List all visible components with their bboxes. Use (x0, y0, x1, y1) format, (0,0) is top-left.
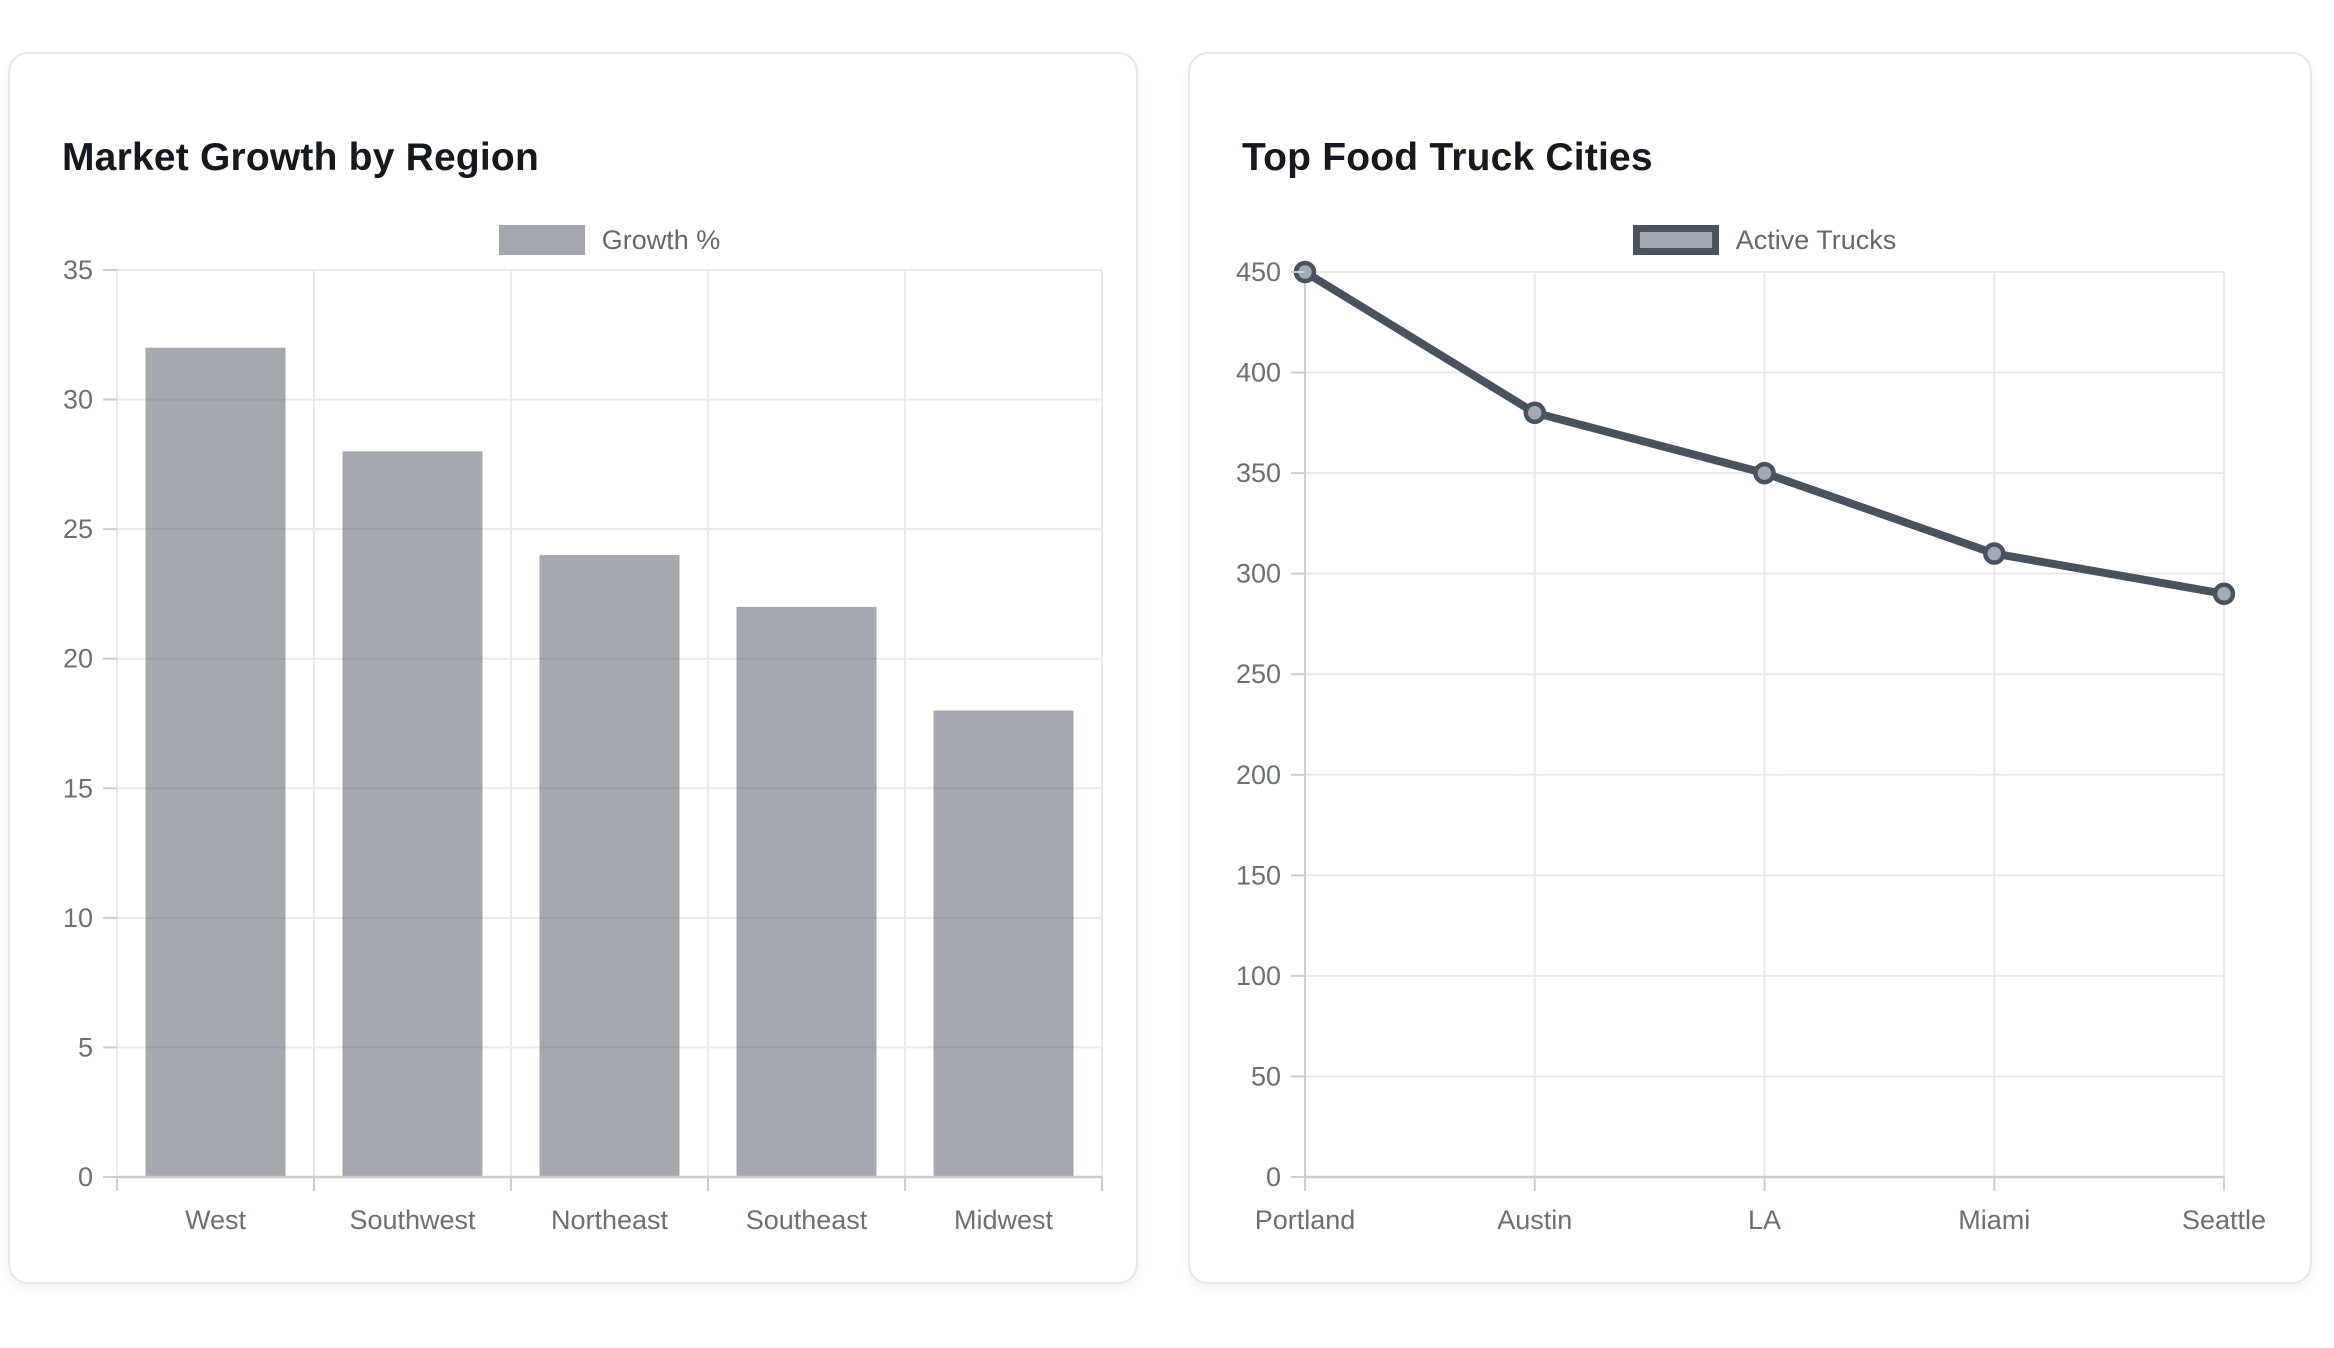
svg-text:250: 250 (1236, 659, 1281, 689)
line-chart-title: Top Food Truck Cities (1242, 136, 1653, 179)
line-chart: 0 50 100 150 200 250 300 350 400 450 Portland Austi… (1236, 257, 2266, 1235)
bar-legend-label: Growth % (601, 225, 721, 255)
svg-text:0: 0 (1266, 1162, 1281, 1192)
svg-text:25: 25 (63, 514, 93, 544)
svg-text:Southeast: Southeast (746, 1205, 868, 1235)
bar-legend-swatch-icon (498, 225, 585, 255)
svg-text:400: 400 (1236, 358, 1281, 388)
svg-text:Miami: Miami (1958, 1205, 2030, 1235)
svg-text:Midwest: Midwest (954, 1205, 1054, 1235)
bar-chart-card: Market Growth by Region Growth % 0 5 10 15 2… (8, 52, 1138, 1284)
line-legend-swatch-icon (1632, 225, 1719, 255)
bar-chart: 0 5 10 15 20 25 30 35 West Southwest Northeast Sout… (63, 255, 1103, 1235)
svg-text:5: 5 (78, 1032, 93, 1062)
svg-text:15: 15 (63, 773, 93, 803)
svg-text:20: 20 (63, 644, 93, 674)
svg-text:Austin: Austin (1497, 1205, 1572, 1235)
svg-text:35: 35 (63, 255, 93, 285)
line-legend-label: Active Trucks (1735, 225, 1897, 255)
svg-text:450: 450 (1236, 257, 1281, 287)
bar-chart-title: Market Growth by Region (62, 136, 539, 179)
svg-text:0: 0 (78, 1162, 93, 1192)
svg-text:10: 10 (63, 903, 93, 933)
svg-text:Northeast: Northeast (551, 1205, 669, 1235)
svg-text:200: 200 (1236, 760, 1281, 790)
svg-text:150: 150 (1236, 860, 1281, 890)
svg-text:Seattle: Seattle (2182, 1205, 2266, 1235)
svg-text:50: 50 (1251, 1061, 1281, 1091)
svg-text:LA: LA (1748, 1205, 1781, 1235)
svg-text:350: 350 (1236, 458, 1281, 488)
svg-text:30: 30 (63, 385, 93, 415)
svg-text:West: West (185, 1205, 247, 1235)
svg-text:100: 100 (1236, 961, 1281, 991)
svg-text:300: 300 (1236, 559, 1281, 589)
bar-chart-legend[interactable]: Growth % (117, 224, 1102, 256)
svg-text:Southwest: Southwest (349, 1205, 476, 1235)
line-chart-card: Top Food Truck Cities Active Trucks 0 50 1… (1188, 52, 2312, 1284)
svg-text:Portland: Portland (1255, 1205, 1356, 1235)
line-chart-legend[interactable]: Active Trucks (1305, 224, 2224, 256)
